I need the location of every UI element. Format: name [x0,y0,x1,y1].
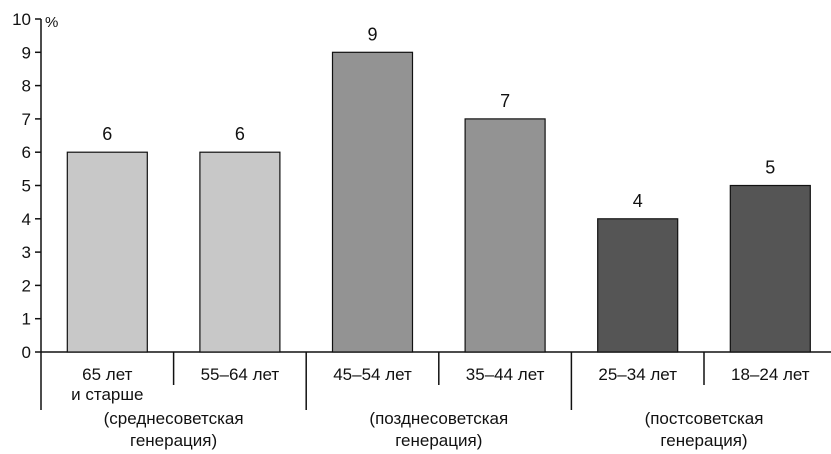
y-tick-label: 8 [22,77,31,96]
bar-value-label: 4 [633,191,643,211]
generation-group-label: (позднесоветская [369,409,508,428]
bar-value-label: 6 [235,124,245,144]
bar [464,118,546,353]
y-tick-label: 2 [22,276,31,295]
generation-group-label: генерация) [395,431,482,450]
y-axis-unit-label: % [45,14,58,31]
generation-groups: (среднесоветская генерация) (позднесоветск… [104,409,764,450]
x-category-label: и старше [71,385,143,404]
x-category-label: 55–64 лет [201,365,280,384]
generation-group-label: (постсоветская [645,409,764,428]
generation-group-label: (среднесоветская [104,409,244,428]
generation-group-label: генерация) [130,431,217,450]
bars: 6 6 9 7 4 5 [66,24,811,353]
y-tick-label: 9 [22,43,31,62]
bar [66,151,148,353]
bar [597,218,679,353]
y-tick-label: 6 [22,143,31,162]
bar-value-label: 6 [102,124,112,144]
y-axis-ticks: 0 1 2 3 4 5 6 7 8 9 10 [12,10,41,362]
generation-group-label: генерация) [660,431,747,450]
y-tick-label: 4 [22,210,31,229]
x-category-label: 35–44 лет [466,365,545,384]
y-tick-label: 0 [22,343,31,362]
y-tick-label: 7 [22,110,31,129]
y-tick-label: 3 [22,243,31,262]
y-tick-label: 10 [12,10,31,29]
bar [199,151,281,353]
bar-value-label: 5 [765,158,775,178]
y-tick-label: 1 [22,310,31,329]
bar-value-label: 9 [367,24,377,44]
bar [729,184,811,353]
x-category-label: 45–54 лет [333,365,412,384]
bar [331,51,414,353]
x-category-label: 25–34 лет [598,365,677,384]
y-tick-label: 5 [22,177,31,196]
x-category-label: 18–24 лет [731,365,810,384]
x-category-label: 65 лет [82,365,132,384]
bar-value-label: 7 [500,91,510,111]
